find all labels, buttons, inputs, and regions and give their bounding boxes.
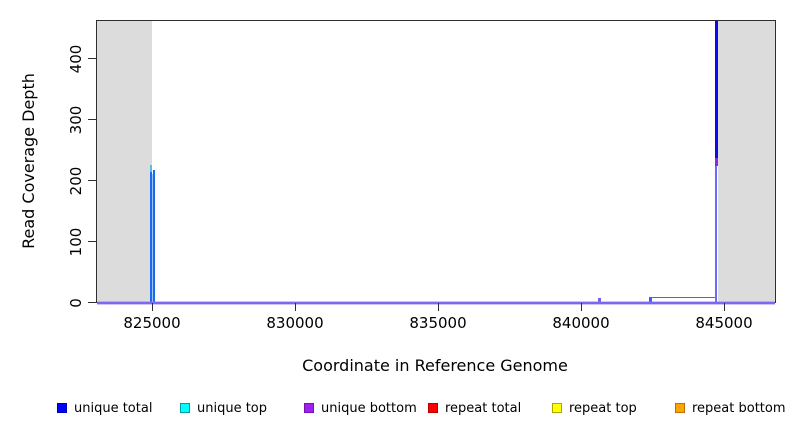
- y-tick: [88, 241, 96, 242]
- spike-844800-unique-bottom: [715, 158, 718, 166]
- minor-mark-unique-bottom: [598, 298, 601, 302]
- legend-item-repeat-top: repeat top: [552, 400, 637, 416]
- legend-label: unique total: [74, 400, 153, 416]
- x-tick: [724, 303, 725, 311]
- spike-844800-lower-segment: [715, 166, 717, 303]
- legend-swatch-repeat-total: [428, 403, 438, 413]
- spike-844800-unique-total: [715, 21, 718, 158]
- legend-label: repeat bottom: [692, 400, 786, 416]
- y-tick-label: 200: [67, 166, 85, 196]
- spike-825000-cyan-tip: [150, 165, 152, 172]
- x-tick: [438, 303, 439, 311]
- y-tick: [88, 58, 96, 59]
- low-coverage-plateau: [649, 297, 715, 298]
- x-tick-label: 835000: [409, 314, 467, 332]
- legend-swatch-unique-total: [57, 403, 67, 413]
- shaded-region-left: [97, 21, 152, 303]
- x-tick-label: 840000: [552, 314, 610, 332]
- y-axis-title: Read Coverage Depth: [19, 73, 38, 249]
- x-tick-label: 830000: [266, 314, 324, 332]
- spike-825000-center: [152, 174, 153, 303]
- legend-swatch-repeat-bottom: [675, 403, 685, 413]
- y-tick: [88, 119, 96, 120]
- legend-swatch-unique-top: [180, 403, 190, 413]
- y-tick-label: 400: [67, 44, 85, 74]
- plot-area: [96, 20, 776, 304]
- legend-item-repeat-total: repeat total: [428, 400, 522, 416]
- legend-item-unique-top: unique top: [180, 400, 268, 416]
- x-tick: [581, 303, 582, 311]
- y-tick: [88, 180, 96, 181]
- x-tick: [295, 303, 296, 311]
- y-tick-label: 100: [67, 227, 85, 257]
- y-tick-label: 0: [67, 298, 85, 308]
- legend-label: unique top: [197, 400, 268, 416]
- legend-label: repeat top: [569, 400, 637, 416]
- legend-swatch-repeat-top: [552, 403, 562, 413]
- zero-coverage-baseline: [97, 302, 775, 304]
- x-tick: [152, 303, 153, 311]
- x-tick-label: 845000: [695, 314, 753, 332]
- legend-item-unique-bottom: unique bottom: [304, 400, 417, 416]
- y-tick-label: 300: [67, 105, 85, 135]
- legend-label: repeat total: [445, 400, 522, 416]
- legend-swatch-unique-bottom: [304, 403, 314, 413]
- legend-label: unique bottom: [321, 400, 417, 416]
- x-axis-title: Coordinate in Reference Genome: [302, 356, 568, 375]
- legend-item-repeat-bottom: repeat bottom: [675, 400, 786, 416]
- spike-825000-blue-edge: [153, 170, 155, 303]
- y-tick: [88, 302, 96, 303]
- x-tick-label: 825000: [123, 314, 181, 332]
- minor-mark-unique-total: [649, 298, 652, 302]
- legend-item-unique-total: unique total: [57, 400, 153, 416]
- shaded-region-right: [718, 21, 775, 303]
- spike-825000-blue-edge: [150, 171, 152, 303]
